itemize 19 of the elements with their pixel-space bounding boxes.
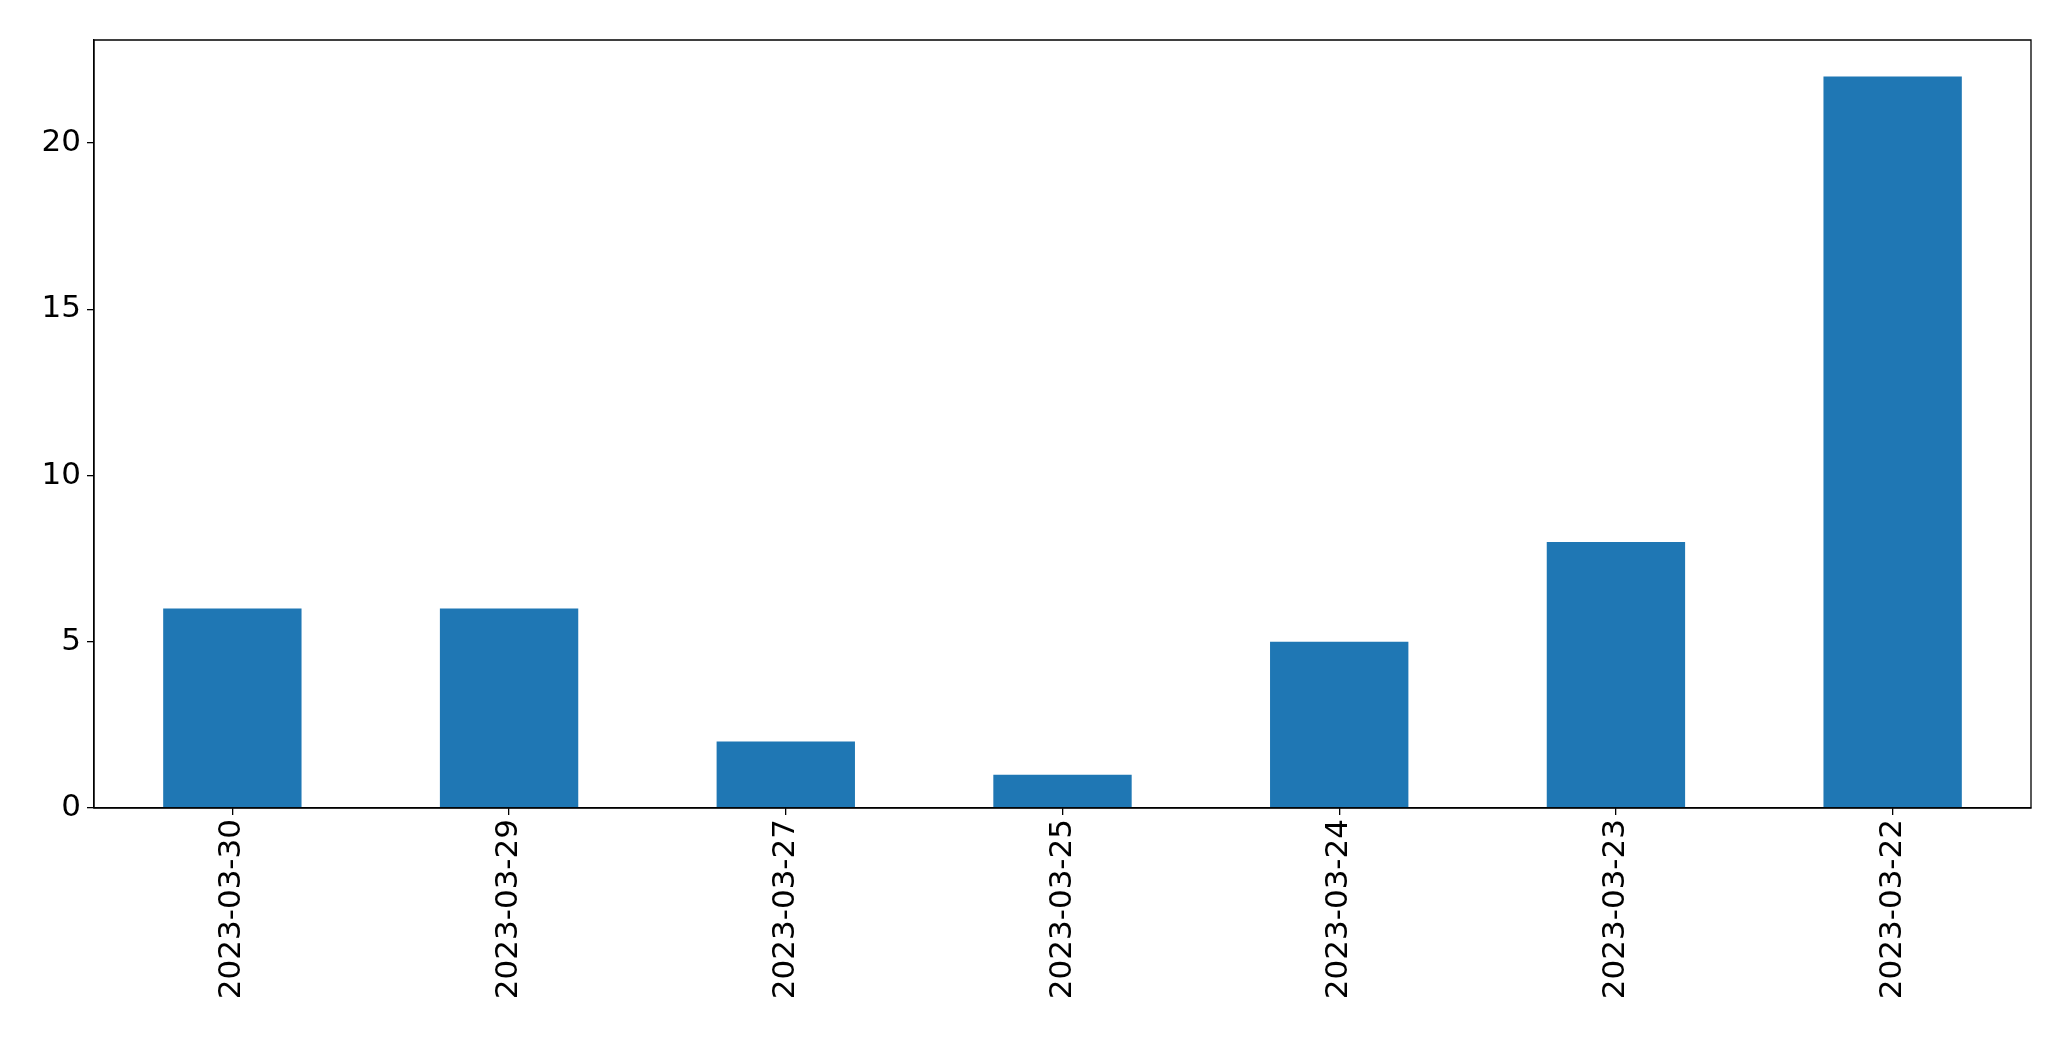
x-tick-label: 2023-03-24 — [1318, 819, 1355, 1000]
x-tick-label: 2023-03-30 — [211, 819, 248, 1000]
x-tick-label: 2023-03-22 — [1871, 819, 1908, 1000]
y-tick-label: 20 — [41, 122, 81, 159]
bar — [716, 741, 855, 808]
y-tick-label: 0 — [61, 787, 81, 824]
x-tick-label: 2023-03-25 — [1041, 819, 1078, 1000]
bar — [993, 774, 1132, 808]
bar — [163, 608, 302, 808]
x-tick-label: 2023-03-29 — [488, 819, 525, 1000]
y-tick-label: 15 — [41, 288, 81, 325]
y-tick-label: 10 — [41, 454, 81, 491]
bar — [1546, 542, 1686, 808]
bar — [1823, 76, 1962, 808]
y-tick-label: 5 — [61, 620, 81, 657]
x-tick-label: 2023-03-23 — [1594, 819, 1631, 1000]
bar — [439, 608, 579, 808]
bar — [1270, 641, 1409, 808]
x-tick-label: 2023-03-27 — [764, 819, 801, 1000]
